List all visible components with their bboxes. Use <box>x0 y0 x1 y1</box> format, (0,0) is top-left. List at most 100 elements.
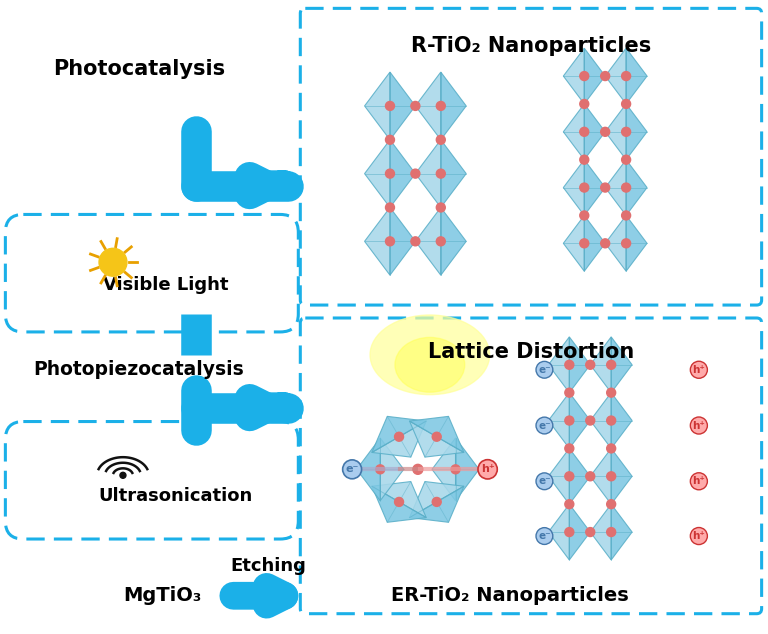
Circle shape <box>580 72 589 81</box>
Circle shape <box>601 239 610 248</box>
Ellipse shape <box>370 315 490 394</box>
Polygon shape <box>372 421 426 457</box>
Circle shape <box>580 127 589 136</box>
Circle shape <box>395 498 403 507</box>
Ellipse shape <box>395 337 465 392</box>
Polygon shape <box>611 448 632 504</box>
Polygon shape <box>564 216 584 271</box>
Text: h⁺: h⁺ <box>693 420 705 430</box>
Circle shape <box>580 239 589 248</box>
Polygon shape <box>626 160 647 216</box>
Polygon shape <box>441 72 466 139</box>
Polygon shape <box>390 72 415 139</box>
Text: R-TiO₂ Nanoparticles: R-TiO₂ Nanoparticles <box>412 36 651 56</box>
Polygon shape <box>372 482 426 517</box>
Circle shape <box>376 465 385 474</box>
Circle shape <box>586 416 594 425</box>
Polygon shape <box>441 207 466 275</box>
Polygon shape <box>564 104 584 160</box>
Polygon shape <box>564 48 584 104</box>
Polygon shape <box>415 72 441 139</box>
Circle shape <box>621 72 631 81</box>
Polygon shape <box>605 104 626 160</box>
Circle shape <box>607 527 616 536</box>
Text: e⁻: e⁻ <box>538 365 551 375</box>
Circle shape <box>386 135 395 145</box>
Circle shape <box>607 388 616 397</box>
Text: MgTiO₃: MgTiO₃ <box>124 586 202 605</box>
Circle shape <box>586 527 594 536</box>
Circle shape <box>436 101 445 110</box>
Polygon shape <box>548 392 569 448</box>
Polygon shape <box>415 139 441 207</box>
Circle shape <box>621 211 631 220</box>
Circle shape <box>411 237 420 246</box>
Polygon shape <box>569 448 591 504</box>
Circle shape <box>621 127 631 136</box>
Text: Ultrasonication: Ultrasonication <box>98 487 253 505</box>
Circle shape <box>436 169 445 178</box>
Text: e⁻: e⁻ <box>346 464 359 474</box>
Circle shape <box>432 498 441 507</box>
Circle shape <box>564 500 574 508</box>
Circle shape <box>564 444 574 453</box>
Polygon shape <box>380 438 404 501</box>
Circle shape <box>586 360 594 369</box>
Circle shape <box>601 127 610 136</box>
Text: h⁺: h⁺ <box>693 531 705 541</box>
Circle shape <box>621 100 631 108</box>
Polygon shape <box>455 438 479 501</box>
Circle shape <box>386 203 395 212</box>
Circle shape <box>564 416 574 425</box>
Circle shape <box>386 169 395 178</box>
Polygon shape <box>591 448 611 504</box>
Polygon shape <box>605 216 626 271</box>
Text: Visible Light: Visible Light <box>103 276 229 294</box>
Circle shape <box>607 472 616 481</box>
Polygon shape <box>569 504 591 560</box>
Polygon shape <box>356 438 380 501</box>
Text: Photocatalysis: Photocatalysis <box>53 59 225 79</box>
Polygon shape <box>372 417 426 453</box>
Circle shape <box>120 472 126 478</box>
Text: e⁻: e⁻ <box>538 476 551 486</box>
Polygon shape <box>584 48 605 104</box>
Polygon shape <box>415 207 441 275</box>
Circle shape <box>607 416 616 425</box>
Circle shape <box>580 100 589 108</box>
Polygon shape <box>564 160 584 216</box>
Circle shape <box>411 169 420 178</box>
Text: e⁻: e⁻ <box>538 420 551 430</box>
Circle shape <box>411 101 420 110</box>
Polygon shape <box>409 482 464 517</box>
Circle shape <box>564 527 574 536</box>
Text: h⁺: h⁺ <box>693 365 705 375</box>
Circle shape <box>607 444 616 453</box>
Polygon shape <box>365 207 390 275</box>
Polygon shape <box>591 392 611 448</box>
Text: Lattice Distortion: Lattice Distortion <box>429 342 634 362</box>
Circle shape <box>601 72 610 81</box>
Polygon shape <box>365 72 390 139</box>
Text: h⁺: h⁺ <box>481 464 495 474</box>
Circle shape <box>564 388 574 397</box>
Polygon shape <box>591 504 611 560</box>
Polygon shape <box>605 48 626 104</box>
Polygon shape <box>626 216 647 271</box>
Circle shape <box>451 465 460 474</box>
Polygon shape <box>584 216 605 271</box>
Circle shape <box>436 203 445 212</box>
Polygon shape <box>372 486 426 522</box>
Circle shape <box>432 432 441 441</box>
Circle shape <box>386 101 395 110</box>
Circle shape <box>586 472 594 481</box>
Circle shape <box>601 183 610 192</box>
Polygon shape <box>365 139 390 207</box>
Polygon shape <box>584 104 605 160</box>
Polygon shape <box>409 417 464 453</box>
Text: e⁻: e⁻ <box>538 531 551 541</box>
Circle shape <box>621 239 631 248</box>
Circle shape <box>386 237 395 246</box>
Polygon shape <box>548 337 569 392</box>
Polygon shape <box>611 392 632 448</box>
